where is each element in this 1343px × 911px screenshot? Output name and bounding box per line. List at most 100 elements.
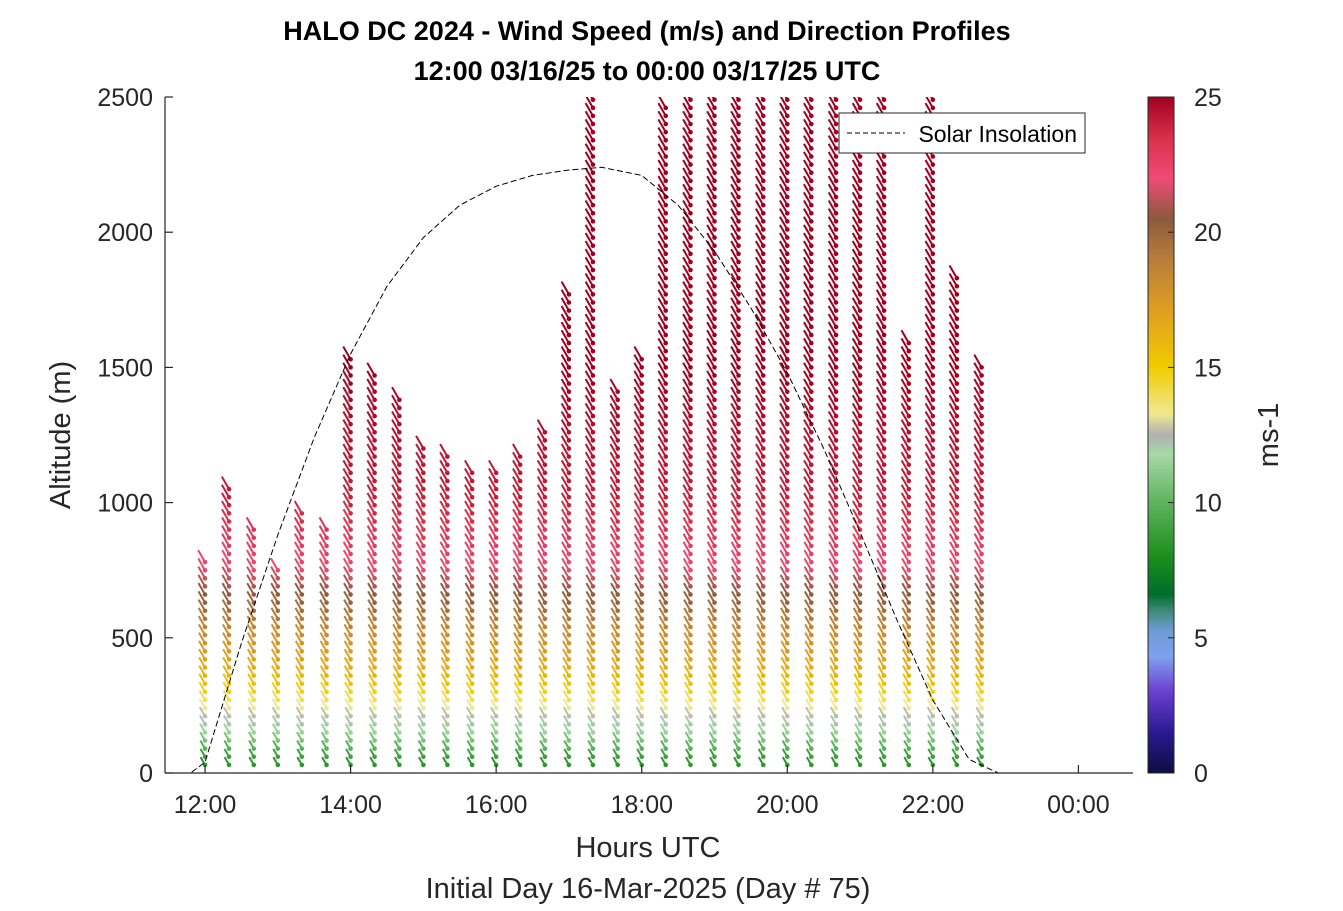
wind-barb-head [809, 105, 814, 111]
wind-barb-shaft [366, 370, 376, 385]
wind-barb-head [663, 243, 669, 249]
wind-barb-head [712, 511, 717, 516]
wind-barb-head [493, 486, 499, 492]
wind-barb-shaft [924, 346, 934, 360]
wind-barb-head [857, 292, 863, 297]
wind-barb-shaft [657, 281, 667, 295]
wind-barb-shaft [633, 370, 643, 385]
wind-barb-head [663, 170, 669, 176]
wind-barb-shaft [779, 492, 789, 506]
wind-barb-shaft [948, 508, 958, 523]
wind-barb-head [299, 616, 305, 622]
wind-barb-head [542, 576, 548, 581]
wind-barb-head [881, 697, 887, 703]
wind-barb-shaft [755, 264, 765, 279]
wind-barb-head [517, 738, 523, 743]
wind-barb-head [397, 608, 402, 614]
wind-barb-head [760, 746, 766, 751]
wind-barb-head [784, 454, 790, 459]
wind-barb-head [809, 219, 814, 224]
wind-barb-head [881, 316, 887, 322]
wind-barb-head [397, 470, 402, 476]
wind-barb-head [760, 129, 766, 135]
wind-barb-head [760, 97, 766, 103]
wind-barb-shaft [755, 508, 765, 523]
wind-barb-shaft [755, 224, 765, 239]
wind-barb-shaft [924, 362, 934, 377]
wind-barb-head [881, 608, 887, 614]
wind-barb-head [906, 494, 912, 500]
wind-barb-head [372, 454, 377, 459]
wind-barb-head [688, 616, 693, 622]
wind-barb-head [348, 632, 353, 638]
wind-barb-head [663, 754, 669, 760]
wind-barb-head [954, 283, 960, 289]
axes: 12:00 14:00 16:00 18:00 20:00 22:00 00:00 0500… [97, 84, 1133, 819]
wind-barb-head [688, 202, 693, 208]
wind-barb-head [299, 535, 305, 541]
wind-barb-head [688, 121, 693, 127]
wind-barb-shaft [585, 525, 594, 539]
wind-barb-head [712, 340, 717, 346]
wind-barb-head [688, 486, 693, 492]
wind-barb-shaft [827, 126, 837, 141]
wind-barb-head [833, 454, 839, 459]
wind-barb-head [784, 365, 790, 370]
wind-barb-head [930, 454, 936, 459]
wind-barb-shaft [657, 484, 667, 498]
wind-barb-shaft [973, 451, 983, 466]
wind-barb-head [615, 705, 621, 711]
wind-barb-head [857, 632, 863, 638]
wind-barb-head [906, 478, 912, 484]
wind-barb-shaft [779, 394, 789, 409]
wind-barb-head [615, 478, 621, 484]
wind-barb-head [760, 454, 766, 459]
wind-barb-head [372, 446, 377, 451]
wind-barb-head [784, 389, 790, 395]
wind-barb-head [226, 486, 232, 492]
wind-barb-head [372, 665, 377, 670]
wind-barb-head [930, 397, 936, 403]
wind-barb-head [857, 227, 863, 232]
wind-barb-head [517, 462, 523, 468]
wind-barb-head [760, 283, 766, 289]
wind-barb-shaft [803, 159, 813, 174]
wind-barb-head [688, 178, 693, 184]
wind-barb-shaft [439, 484, 449, 498]
wind-barb-head [688, 438, 693, 443]
wind-barb-head [372, 413, 377, 419]
wind-barb-head [833, 551, 839, 557]
wind-barb-head [251, 762, 257, 768]
wind-barb-head [784, 292, 790, 297]
wind-barb-head [833, 429, 839, 435]
wind-barb-shaft [924, 411, 934, 425]
wind-barb-head [348, 624, 353, 630]
wind-barb-head [857, 389, 863, 395]
wind-barb-head [906, 697, 912, 703]
wind-barb-shaft [900, 508, 910, 523]
wind-barb-head [881, 235, 887, 240]
wind-barb-head [421, 665, 426, 670]
wind-barb-head [397, 762, 402, 768]
wind-barb-head [202, 673, 208, 678]
wind-barb-head [615, 665, 621, 670]
wind-barb-head [809, 705, 814, 711]
wind-barb-head [275, 713, 281, 719]
wind-barb-shaft [730, 199, 740, 214]
wind-barb-head [712, 754, 717, 760]
wind-barb-head [469, 576, 475, 581]
wind-barb-head [202, 649, 208, 654]
wind-barb-head [590, 397, 596, 403]
wind-barb-head [639, 608, 645, 614]
wind-barb-head [857, 219, 863, 224]
wind-barb-head [226, 665, 232, 670]
wind-barb-shaft [706, 435, 716, 450]
wind-barb-shaft [657, 419, 667, 433]
wind-barb-shaft [924, 159, 934, 174]
wind-barb-head [736, 438, 741, 443]
wind-barb-head [736, 243, 741, 249]
wind-barb-head [688, 259, 693, 265]
wind-barb-head [566, 722, 572, 727]
wind-barb-shaft [657, 208, 667, 222]
wind-barb-shaft [803, 419, 813, 433]
